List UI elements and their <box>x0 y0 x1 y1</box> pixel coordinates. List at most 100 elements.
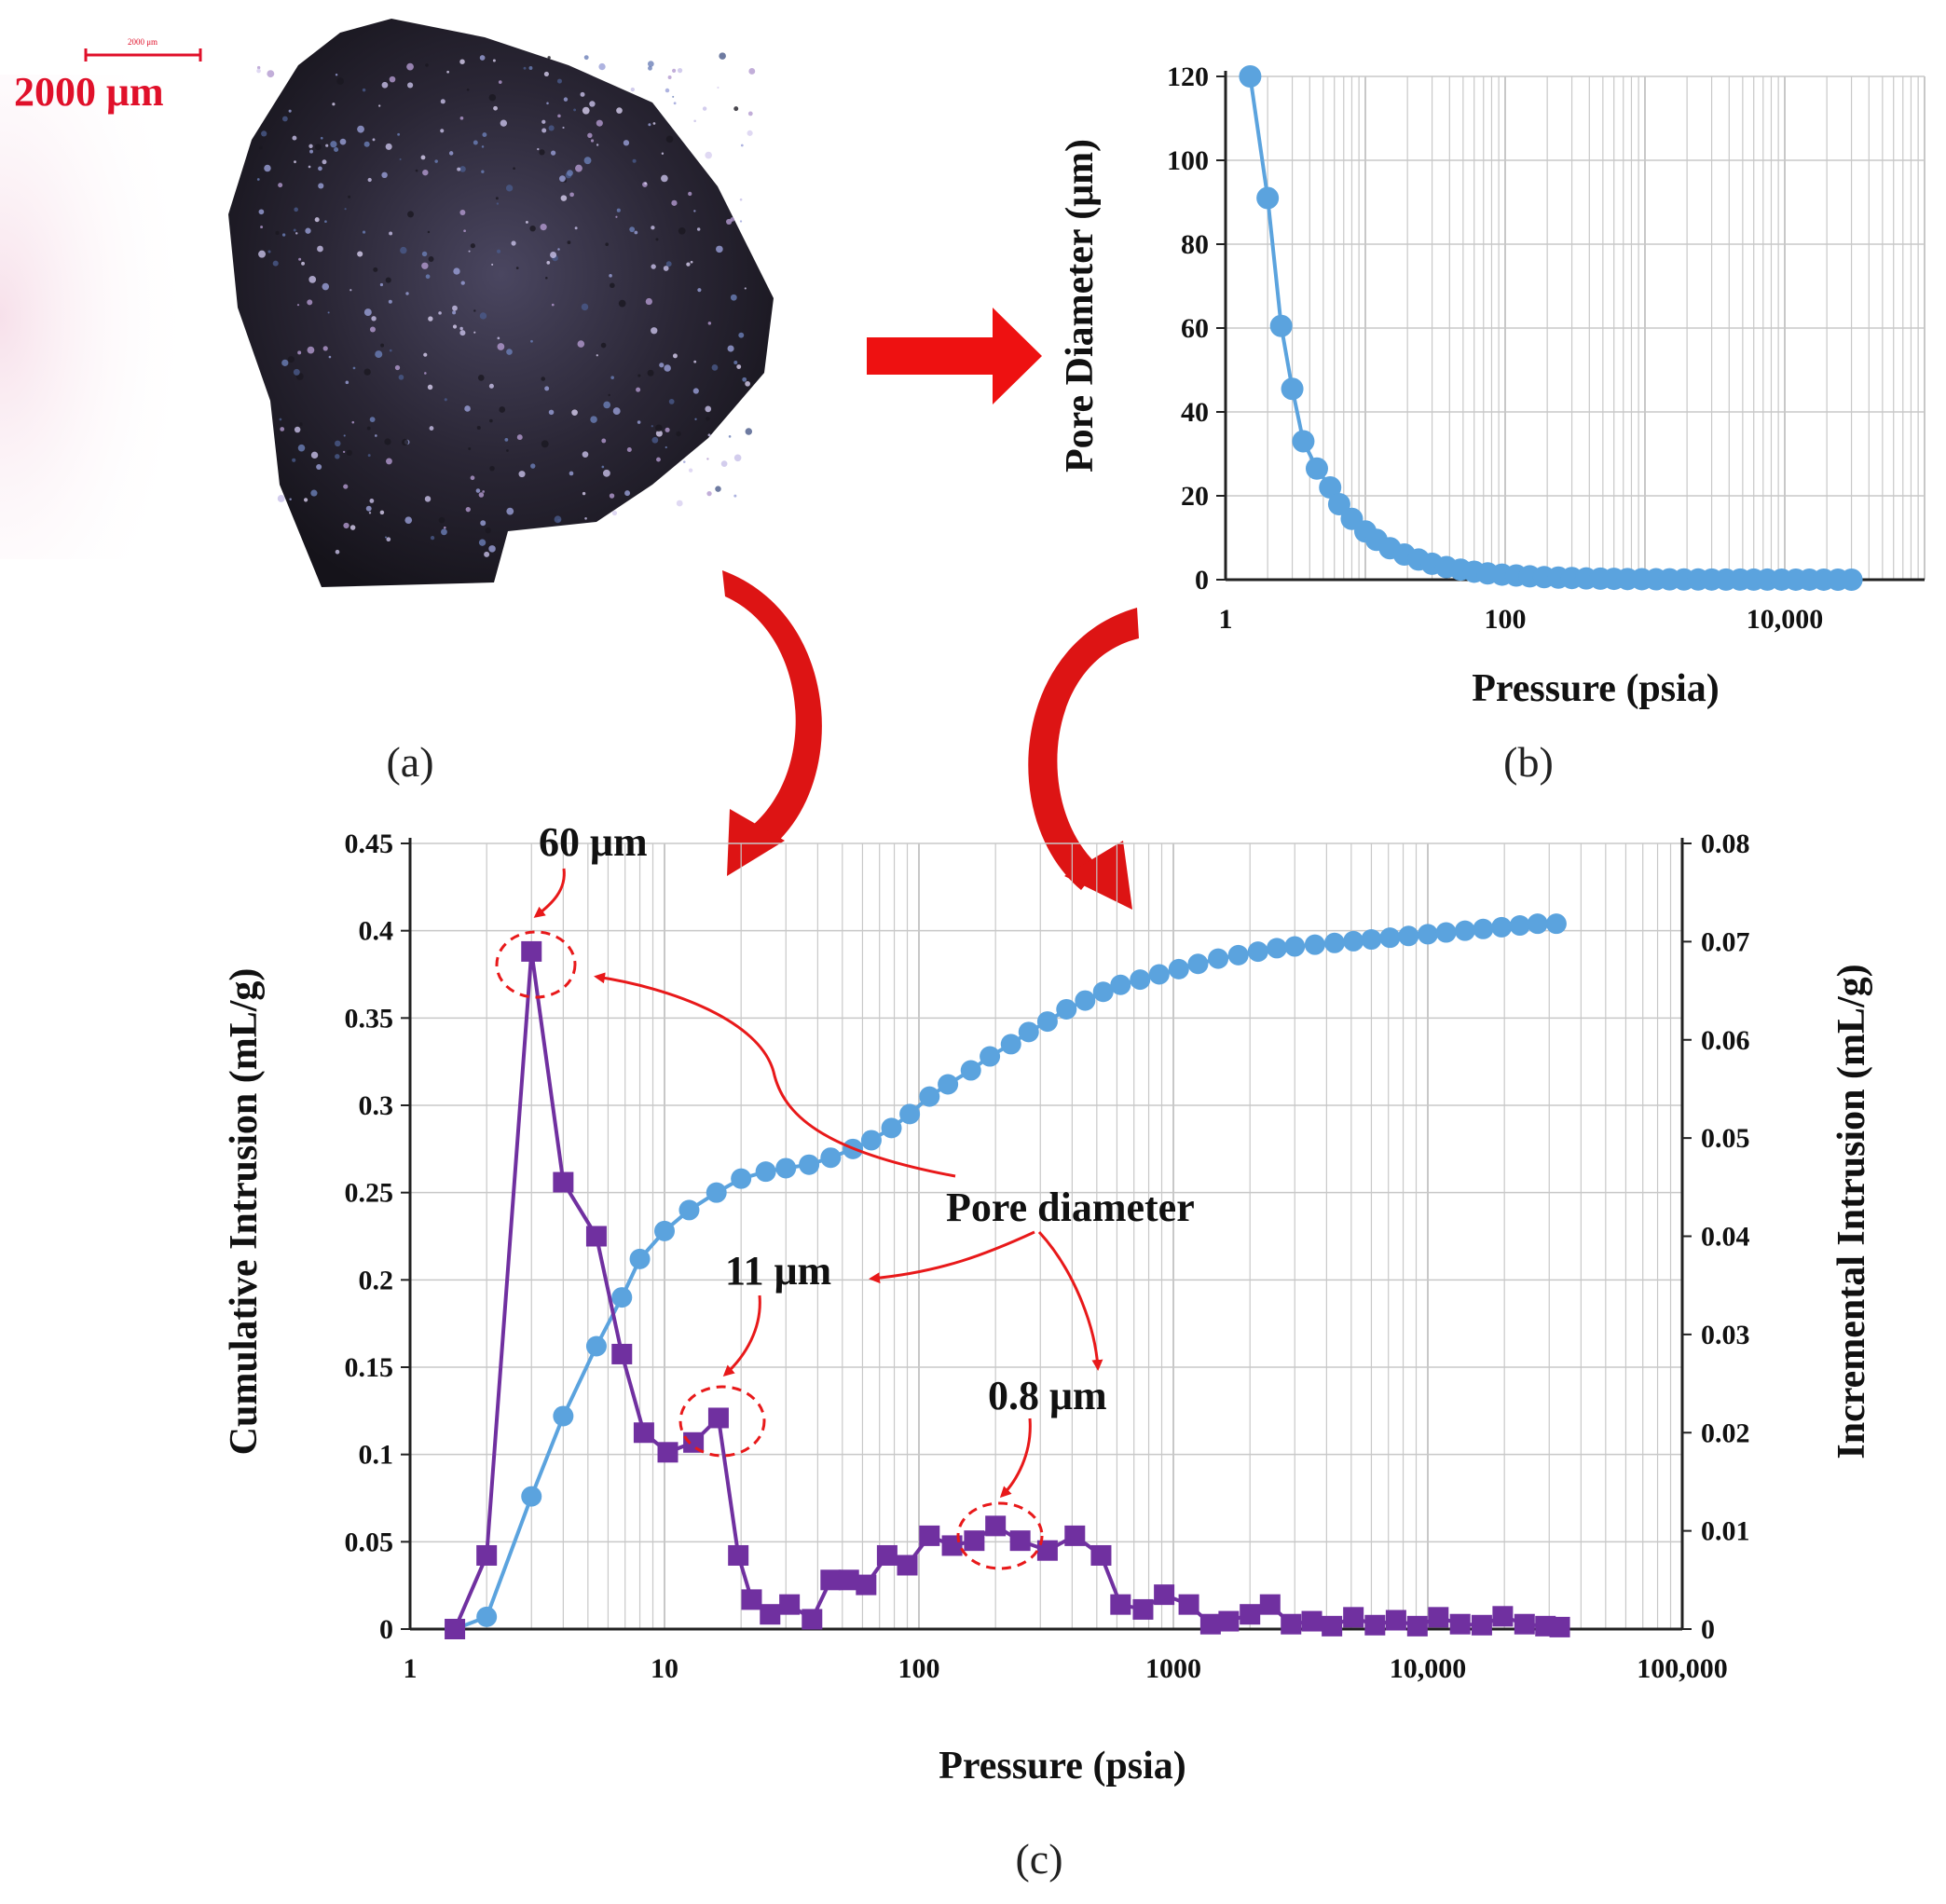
rock-sparkle <box>637 374 641 377</box>
rock-sparkle <box>733 494 737 498</box>
rock-sparkle <box>339 138 347 145</box>
rock-sparkle <box>288 109 292 113</box>
rock-sparkle <box>452 305 458 311</box>
rock-sparkle <box>457 167 461 171</box>
rock-sparkle <box>357 125 364 133</box>
rock-sparkle <box>349 525 356 530</box>
rock-sparkle <box>655 238 659 241</box>
rock-sparkle <box>407 211 415 218</box>
rock-sparkle <box>401 438 409 446</box>
chart-c-cumulative-point <box>1343 930 1364 952</box>
arrow-to-60um <box>533 868 566 918</box>
rock-sparkle <box>405 292 409 295</box>
rock-sparkle <box>498 80 502 84</box>
chart-c-cumulative-point <box>881 1117 902 1139</box>
rock-sparkle <box>389 75 396 83</box>
rock-sparkle <box>369 499 375 503</box>
rock-sparkle <box>336 77 344 85</box>
chart-c-cumulative-point <box>611 1287 633 1308</box>
rock-sparkle <box>600 342 607 349</box>
chart-c-cumulative-point <box>960 1060 981 1081</box>
rock-sparkle <box>676 431 681 437</box>
chart-b-point <box>1327 493 1350 515</box>
rock-sparkle <box>459 116 464 120</box>
rock-sparkle <box>655 424 663 432</box>
rock-sparkle <box>707 322 712 325</box>
rock-sparkle <box>438 311 442 315</box>
rock-sparkle <box>334 146 339 153</box>
chart-c-cumulative-point <box>476 1606 498 1627</box>
rock-sparkle <box>287 356 295 363</box>
rock-sparkle <box>672 353 678 359</box>
rock-sparkle <box>736 364 742 369</box>
rock-sparkle <box>470 243 475 249</box>
rock-sparkle <box>389 349 392 352</box>
rock-sparkle <box>574 226 578 230</box>
rock-sparkle <box>609 493 615 499</box>
rock-sparkle <box>551 303 555 307</box>
rock-sparkle <box>453 267 460 275</box>
chart-c-incremental-point <box>1406 1615 1428 1637</box>
rock-sparkle <box>452 310 457 315</box>
rock-sparkle <box>665 445 667 449</box>
rock-sparkle <box>363 141 370 147</box>
rock-sparkle <box>308 144 313 148</box>
rock-sparkle <box>258 250 267 258</box>
rock-sparkle <box>424 496 432 502</box>
rock-sparkle <box>476 425 481 430</box>
chart-c-cumulative-point <box>1545 913 1567 935</box>
chart-c-cumulative-point <box>553 1405 574 1427</box>
rock-sparkle <box>381 81 389 89</box>
scale-bar: 2000 μm 2000 μm <box>14 37 202 115</box>
rock-sparkle <box>529 225 536 232</box>
rock-sparkle <box>367 177 372 183</box>
rock-sparkle <box>351 420 355 424</box>
rock-sparkle <box>583 55 589 61</box>
rock-sparkle <box>427 230 431 234</box>
rock-sparkle <box>537 147 540 151</box>
rock-sparkle <box>314 144 322 151</box>
rock-sparkle <box>637 420 641 424</box>
rock-sparkle <box>292 135 297 141</box>
rock-sparkle <box>478 539 486 546</box>
chart-c-x-tick-label: 100 <box>898 1653 940 1684</box>
rock-sparkle <box>528 66 533 70</box>
rock-sparkle <box>624 490 631 497</box>
rock-sparkle <box>571 409 578 416</box>
rock-sparkle <box>719 52 726 60</box>
rock-sparkle <box>481 145 485 148</box>
rock-sparkle <box>372 138 376 142</box>
rock-sparkle <box>745 380 750 387</box>
chart-c-incremental-point <box>1154 1584 1175 1606</box>
rock-sparkle <box>596 354 598 357</box>
rock-sparkle <box>530 463 536 469</box>
rock-sparkle <box>610 376 614 379</box>
rock-sparkle <box>425 274 431 280</box>
chart-c-incremental-point <box>445 1619 466 1639</box>
chart-c-cumulative-point <box>1227 944 1249 966</box>
rock-sparkle <box>344 208 347 211</box>
chart-b-point <box>1256 186 1280 210</box>
rock-sparkle <box>460 281 465 285</box>
chart-c-incremental-point <box>1110 1594 1131 1615</box>
panel-label-b: (b) <box>1503 738 1554 786</box>
rock-sparkle <box>513 167 515 171</box>
rock-sparkle <box>567 170 573 176</box>
chart-c-incremental-point <box>741 1589 762 1610</box>
rock-sparkle <box>429 426 434 431</box>
chart-b-y-tick-label: 20 <box>1181 481 1209 512</box>
rock-sparkle <box>415 169 418 172</box>
rock-sparkle <box>484 551 490 557</box>
rock-sparkle <box>369 417 376 423</box>
rock-sparkle <box>605 242 609 247</box>
rock-sparkle <box>420 155 426 160</box>
rock-sparkle <box>277 495 285 502</box>
rock-sparkle <box>267 70 275 78</box>
rock-sparkle <box>665 427 670 432</box>
chart-c-x-tick-label: 1 <box>404 1653 418 1684</box>
rock-sparkle <box>459 326 463 331</box>
chart-c-y-right-tick-label: 0.07 <box>1701 926 1750 957</box>
rock-sparkle <box>562 126 565 130</box>
chart-c-incremental-point <box>476 1544 498 1566</box>
rock-sparkle <box>651 226 655 230</box>
